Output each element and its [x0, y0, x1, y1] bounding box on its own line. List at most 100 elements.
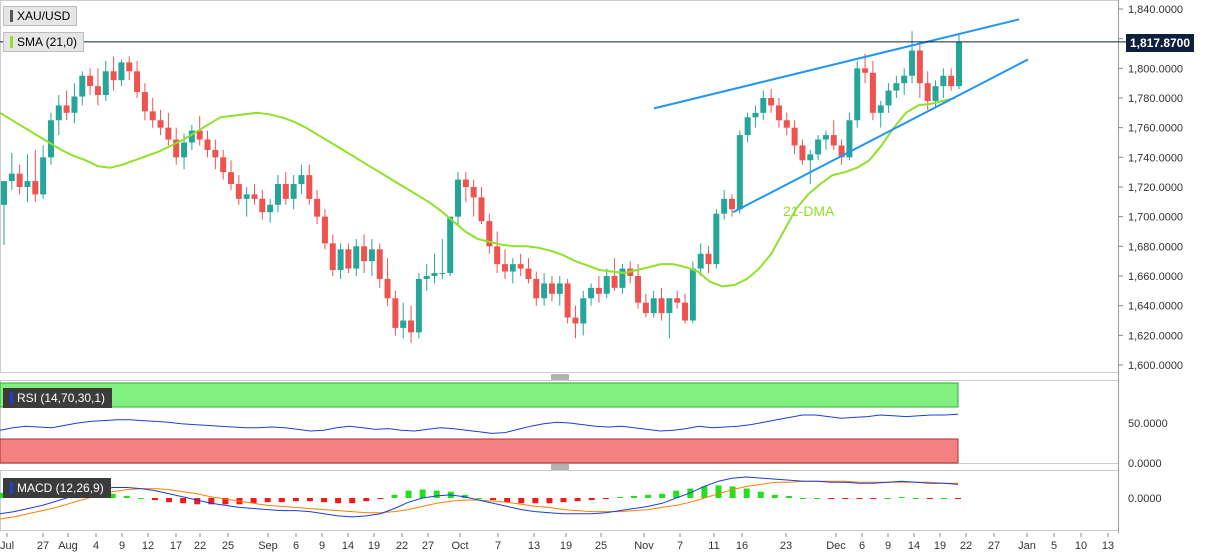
candle-body [595, 287, 602, 294]
candle-body [8, 173, 15, 182]
candle-body [775, 105, 782, 121]
candle-body [251, 194, 258, 199]
candle-body [815, 139, 822, 155]
bullish-candle [188, 124, 195, 150]
bearish-candle [212, 139, 219, 170]
bullish-candle [400, 302, 407, 339]
candle-body [736, 135, 743, 210]
candle-body [368, 249, 375, 262]
time-axis-label: 4 [93, 540, 99, 552]
time-axis-label: 23 [780, 540, 792, 552]
candle-body [408, 320, 415, 333]
bearish-candle [87, 68, 94, 96]
bullish-candle [877, 100, 884, 128]
macd-histogram-bar [278, 498, 285, 503]
bearish-candle [361, 234, 368, 274]
bullish-candle [807, 149, 814, 185]
macd-histogram-bar [560, 498, 567, 503]
candle-body [509, 264, 516, 272]
candle-body [361, 246, 368, 262]
bearish-candle [94, 68, 101, 106]
bullish-candle [102, 60, 109, 101]
time-axis-label: 5 [1051, 540, 1057, 552]
candle-body [666, 298, 673, 314]
bullish-candle [447, 216, 454, 276]
candle-body [916, 50, 923, 84]
candle-body [580, 298, 587, 324]
candle-body [901, 75, 908, 84]
price-axis-label: 1,680.0000 [1128, 241, 1183, 253]
bearish-candle [682, 293, 689, 324]
bullish-candle [368, 238, 375, 276]
candle-body [877, 105, 884, 113]
candle-body [321, 216, 328, 244]
candle-body [439, 273, 446, 275]
macd-tag: MACD (12,26,9) [3, 478, 111, 498]
bearish-candle [259, 189, 266, 220]
candle-body [744, 117, 751, 136]
bearish-candle [799, 139, 806, 165]
candle-body [728, 198, 735, 210]
candle-body [384, 278, 391, 299]
rsi-oversold-zone [0, 438, 959, 464]
time-axis-label: 27 [422, 540, 434, 552]
candle-body [47, 120, 54, 158]
candle-body [55, 105, 62, 121]
rsi-axis-label: 50.0000 [1128, 418, 1168, 430]
bearish-candle [314, 189, 321, 225]
macd-histogram-bar [419, 489, 426, 498]
candle-body [415, 278, 422, 333]
bullish-candle [439, 238, 446, 279]
bearish-candle [126, 56, 133, 81]
time-axis-label: Aug [58, 540, 78, 552]
candle-body [188, 130, 195, 143]
bearish-candle [345, 243, 352, 274]
candle-body [713, 213, 720, 265]
price-axis-label: 1,700.0000 [1128, 212, 1183, 224]
price-axis-label: 1,740.0000 [1128, 152, 1183, 164]
candle-body [705, 253, 712, 265]
lower-trendline [732, 58, 1029, 214]
macd-histogram-bar [264, 498, 271, 503]
macd-histogram-bar [377, 498, 384, 500]
candle-body [689, 268, 696, 321]
rsi-axis-label: 0.0000 [1128, 458, 1162, 470]
time-axis-label: 27 [988, 540, 1000, 552]
bullish-candle [290, 175, 297, 210]
bearish-candle [110, 56, 117, 91]
bullish-candle [713, 209, 720, 269]
bearish-candle [408, 305, 415, 343]
candle-body [909, 50, 916, 76]
price-axis-label: 1,800.0000 [1128, 63, 1183, 75]
time-axis-label: 14 [908, 540, 920, 552]
bearish-candle [642, 293, 649, 318]
bearish-candle [501, 249, 508, 279]
candle-body [658, 298, 665, 314]
candle-body [603, 276, 610, 294]
bullish-candle [956, 34, 962, 90]
time-axis-label: 13 [528, 540, 540, 552]
bearish-candle [329, 234, 336, 276]
bullish-candle [901, 68, 908, 96]
macd-histogram-bar [898, 496, 905, 498]
candle-body [572, 317, 579, 324]
bearish-candle [768, 89, 775, 113]
candle-body [940, 75, 947, 87]
time-axis-label: 11 [708, 540, 719, 552]
bullish-candle [298, 164, 305, 195]
candle-body [110, 71, 117, 81]
candle-body [619, 268, 626, 288]
macd-histogram-bar [476, 498, 482, 499]
time-axis-label: 10 [1075, 540, 1087, 552]
time-axis-label: Jul [0, 540, 14, 552]
bullish-candle [47, 112, 54, 165]
bearish-candle [235, 175, 242, 205]
bearish-candle [282, 172, 289, 205]
candle-body [63, 105, 70, 113]
candle-body [173, 139, 180, 158]
bearish-candle [517, 253, 524, 276]
candle-body [1, 181, 7, 205]
macd-line [0, 476, 959, 518]
bullish-candle [415, 273, 422, 339]
